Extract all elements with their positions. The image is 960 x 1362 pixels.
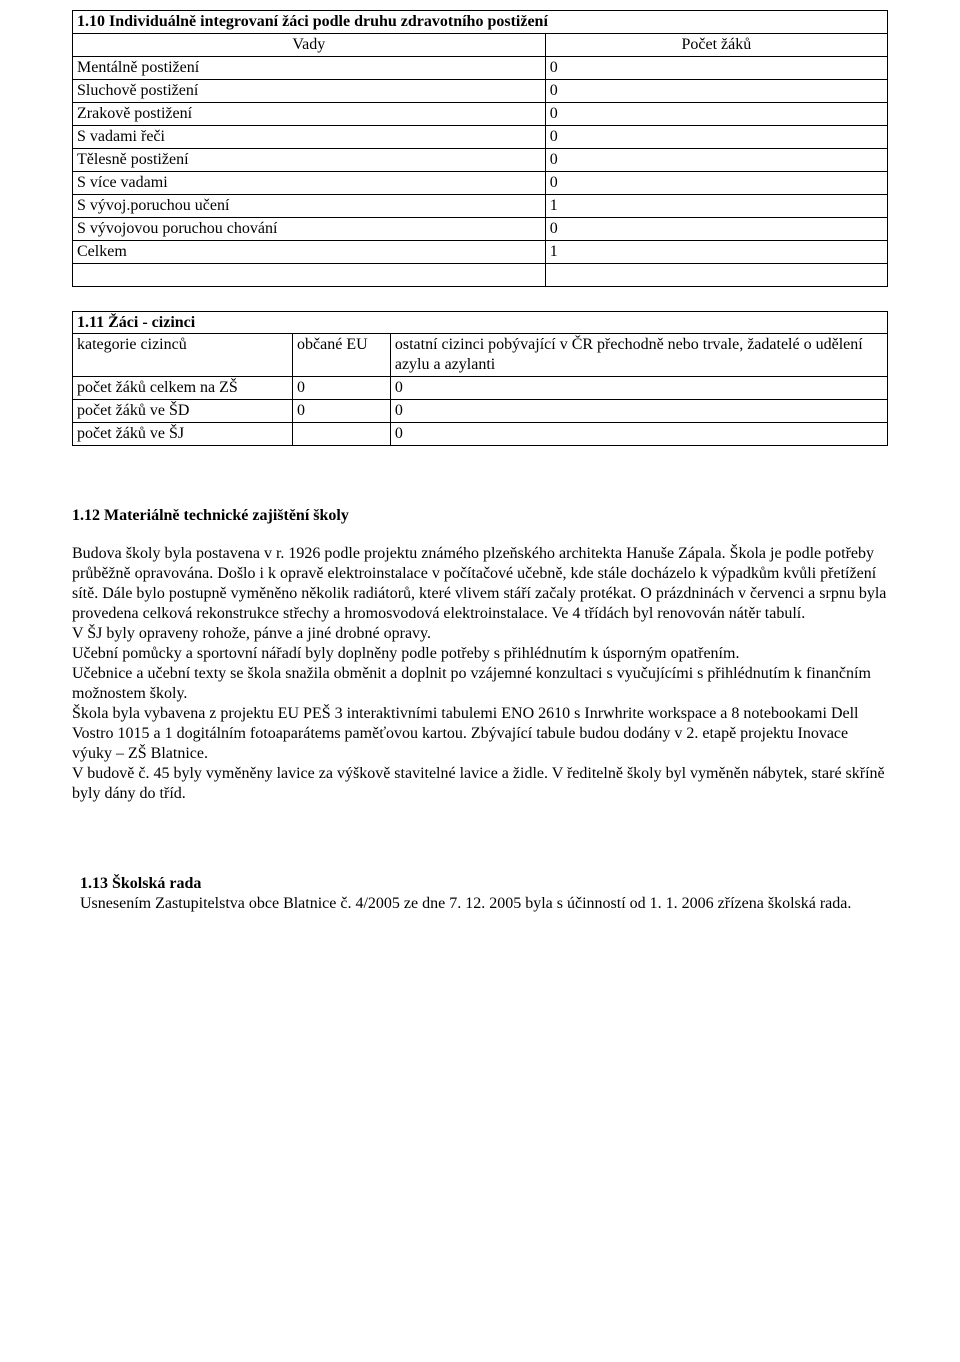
cell-value: 0 bbox=[545, 126, 887, 149]
cell-label: S vývoj.poruchou učení bbox=[73, 195, 546, 218]
section-heading: 1.10 Individuálně integrovaní žáci podle… bbox=[77, 13, 548, 30]
cell-value: 0 bbox=[390, 377, 887, 400]
cell-label: Tělesně postižení bbox=[73, 149, 546, 172]
table-1-10: 1.10 Individuálně integrovaní žáci podle… bbox=[72, 10, 888, 287]
cell-label: S více vadami bbox=[73, 172, 546, 195]
column-header: Počet žáků bbox=[545, 34, 887, 57]
cell-label: počet žáků celkem na ZŠ bbox=[73, 377, 293, 400]
table-row: 1.11 Žáci - cizinci bbox=[73, 312, 888, 334]
paragraph: Budova školy byla postavena v r. 1926 po… bbox=[72, 544, 888, 624]
table-row: počet žáků ve ŠJ 0 bbox=[73, 423, 888, 446]
cell-value: 0 bbox=[390, 423, 887, 446]
table-row: 1.10 Individuálně integrovaní žáci podle… bbox=[73, 11, 888, 34]
cell-value: 0 bbox=[545, 80, 887, 103]
table-row: S více vadami 0 bbox=[73, 172, 888, 195]
table-row: S vadami řeči 0 bbox=[73, 126, 888, 149]
paragraph: Učebnice a učební texty se škola snažila… bbox=[72, 664, 888, 704]
paragraph: Učební pomůcky a sportovní nářadí byly d… bbox=[72, 644, 888, 664]
cell-label: počet žáků ve ŠD bbox=[73, 400, 293, 423]
column-header: občané EU bbox=[293, 334, 391, 377]
table-row: Mentálně postižení 0 bbox=[73, 57, 888, 80]
table-row bbox=[73, 264, 888, 287]
cell-label: Celkem bbox=[73, 241, 546, 264]
cell-value: 0 bbox=[545, 218, 887, 241]
section-heading: 1.12 Materiálně technické zajištění škol… bbox=[72, 506, 888, 526]
cell-label: počet žáků ve ŠJ bbox=[73, 423, 293, 446]
table-row: Vady Počet žáků bbox=[73, 34, 888, 57]
cell-value: 0 bbox=[390, 400, 887, 423]
section-heading: 1.11 Žáci - cizinci bbox=[77, 314, 195, 331]
cell-value: 1 bbox=[545, 241, 887, 264]
section-1-13-body: Usnesením Zastupitelstva obce Blatnice č… bbox=[80, 894, 888, 914]
column-header: kategorie cizinců bbox=[73, 334, 293, 377]
cell-value: 0 bbox=[293, 400, 391, 423]
table-row: počet žáků ve ŠD 0 0 bbox=[73, 400, 888, 423]
cell-value: 1 bbox=[545, 195, 887, 218]
cell-value: 0 bbox=[545, 149, 887, 172]
column-header: ostatní cizinci pobývající v ČR přechodn… bbox=[390, 334, 887, 377]
cell-value: 0 bbox=[545, 172, 887, 195]
column-header: Vady bbox=[73, 34, 546, 57]
cell-value: 0 bbox=[545, 57, 887, 80]
section-heading: 1.13 Školská rada bbox=[80, 874, 888, 894]
table-row: S vývojovou poruchou chování 0 bbox=[73, 218, 888, 241]
paragraph: V ŠJ byly opraveny rohože, pánve a jiné … bbox=[72, 624, 888, 644]
cell-label: S vadami řeči bbox=[73, 126, 546, 149]
paragraph: V budově č. 45 byly vyměněny lavice za v… bbox=[72, 764, 888, 804]
cell-label: S vývojovou poruchou chování bbox=[73, 218, 546, 241]
cell-value bbox=[293, 423, 391, 446]
table-row: Sluchově postižení 0 bbox=[73, 80, 888, 103]
document-page: 1.10 Individuálně integrovaní žáci podle… bbox=[0, 0, 960, 1362]
cell-empty bbox=[73, 264, 546, 287]
table-row: S vývoj.poruchou učení 1 bbox=[73, 195, 888, 218]
table-row: Zrakově postižení 0 bbox=[73, 103, 888, 126]
table-row: kategorie cizinců občané EU ostatní cizi… bbox=[73, 334, 888, 377]
table-row: Celkem 1 bbox=[73, 241, 888, 264]
cell-value: 0 bbox=[293, 377, 391, 400]
table-row: Tělesně postižení 0 bbox=[73, 149, 888, 172]
paragraph: Škola byla vybavena z projektu EU PEŠ 3 … bbox=[72, 704, 888, 764]
cell-label: Zrakově postižení bbox=[73, 103, 546, 126]
section-1-12-body: Budova školy byla postavena v r. 1926 po… bbox=[72, 544, 888, 804]
table-1-11: 1.11 Žáci - cizinci kategorie cizinců ob… bbox=[72, 311, 888, 446]
table-row: počet žáků celkem na ZŠ 0 0 bbox=[73, 377, 888, 400]
cell-label: Sluchově postižení bbox=[73, 80, 546, 103]
cell-empty bbox=[545, 264, 887, 287]
cell-label: Mentálně postižení bbox=[73, 57, 546, 80]
cell-value: 0 bbox=[545, 103, 887, 126]
